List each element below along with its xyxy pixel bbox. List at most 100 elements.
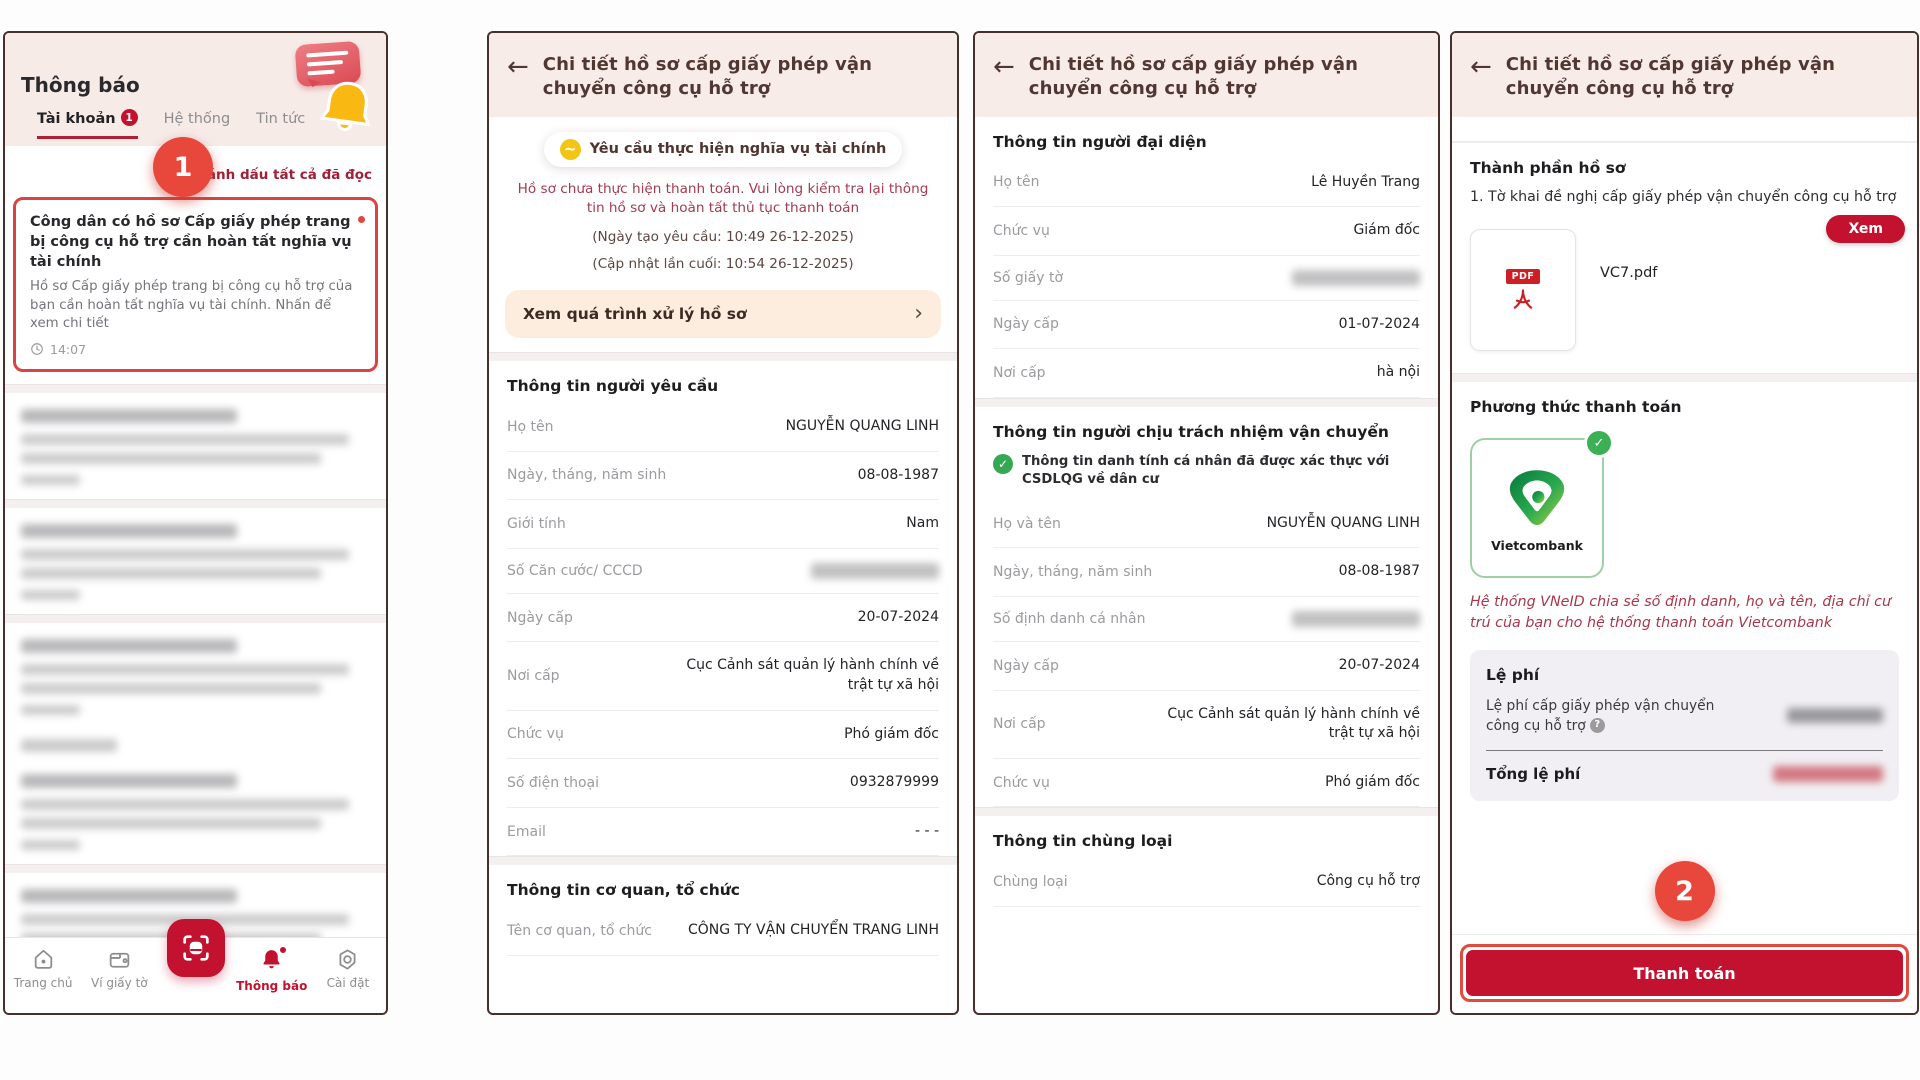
info-row: Số giấy tờ: [993, 256, 1420, 301]
pay-button[interactable]: Thanh toán: [1466, 950, 1903, 996]
row-value: Cục Cảnh sát quản lý hành chính về trật …: [686, 657, 939, 694]
annotation-highlight-outline: Thanh toán: [1460, 944, 1909, 1002]
detail-title: Chi tiết hồ sơ cấp giấy phép vận chuyển …: [1505, 54, 1836, 99]
tab-he-thong[interactable]: Hệ thống: [163, 111, 231, 127]
pdf-tag: PDF: [1505, 268, 1541, 284]
home-icon: [34, 949, 52, 969]
unread-count-badge: 1: [120, 109, 138, 126]
row-label: Chùng loại: [993, 874, 1068, 891]
detail-title: Chi tiết hồ sơ cấp giấy phép vận chuyển …: [1028, 54, 1359, 99]
info-row: Tên cơ quan, tổ chức CÔNG TY VẬN CHUYỂN …: [507, 907, 939, 957]
fee-card: Lệ phí Lệ phí cấp giấy phép vận chuyển c…: [1470, 649, 1899, 801]
status-text: Yêu cầu thực hiện nghĩa vụ tài chính: [589, 141, 887, 157]
tab-tin-tuc[interactable]: Tin tức: [256, 111, 306, 127]
row-label: Họ tên: [507, 418, 554, 435]
row-label: Chức vụ: [993, 222, 1050, 239]
row-value: 20-07-2024: [857, 608, 939, 625]
detail-header: ← Chi tiết hồ sơ cấp giấy phép vận chuyể…: [489, 33, 957, 117]
document-item-text: 1. Tờ khai đề nghị cấp giấy phép vận chu…: [1470, 188, 1897, 205]
mark-all-read-link[interactable]: Đánh dấu tất cả đã đọc: [195, 167, 372, 183]
detail-title: Chi tiết hồ sơ cấp giấy phép vận chuyển …: [542, 54, 873, 99]
row-value: - - -: [914, 822, 939, 839]
screen-payment: 2 ← Chi tiết hồ sơ cấp giấy phép vận chu…: [1450, 31, 1919, 1015]
row-label: Ngày cấp: [993, 316, 1059, 333]
info-row: Số điện thoại 0932879999: [507, 759, 939, 808]
vneid-share-note: Hệ thống VNeID chia sẻ số định danh, họ …: [1470, 594, 1892, 631]
nav-item-wallet[interactable]: Ví giấy tờ: [81, 947, 157, 1013]
info-row: Chức vụ Phó giám đốc: [507, 711, 939, 760]
attachment-filename: VC7.pdf: [1600, 265, 1658, 282]
fee-total-label: Tổng lệ phí: [1486, 764, 1581, 783]
notification-title: Công dân có hồ sơ Cấp giấy phép trang bị…: [30, 214, 352, 270]
row-value: 08-08-1987: [857, 466, 939, 483]
requester-rows: Họ tên NGUYỄN QUANG LINH Ngày, tháng, nă…: [489, 403, 957, 857]
row-label: Chức vụ: [993, 774, 1050, 791]
row-value: Cục Cảnh sát quản lý hành chính về trật …: [1167, 705, 1420, 742]
info-row: Số Căn cước/ CCCD: [507, 549, 939, 594]
notification-item-blurred[interactable]: [5, 623, 386, 729]
header-illustration: [272, 37, 382, 145]
notification-item-blurred[interactable]: [5, 393, 386, 499]
row-label: Số Căn cước/ CCCD: [507, 562, 643, 579]
clock-icon: [31, 343, 43, 356]
row-label: Nơi cấp: [993, 365, 1046, 382]
screen-detail-carrier: ← Chi tiết hồ sơ cấp giấy phép vận chuyể…: [973, 31, 1440, 1015]
date-group-separator: [21, 738, 370, 752]
fee-total-masked: [1773, 765, 1883, 782]
section-title-requester: Thông tin người yêu cầu: [507, 377, 719, 396]
row-label: Giới tính: [507, 516, 566, 533]
help-icon[interactable]: ?: [1589, 718, 1605, 734]
view-file-button[interactable]: Xem: [1826, 215, 1905, 244]
pdf-thumbnail[interactable]: PDF: [1470, 229, 1576, 352]
info-row: Họ và tên NGUYỄN QUANG LINH: [993, 500, 1420, 549]
view-process-label: Xem quá trình xử lý hồ sơ: [523, 305, 747, 324]
representative-rows: Họ tên Lê Huyền Trang Chức vụ Giám đốc S…: [975, 159, 1438, 398]
view-process-button[interactable]: Xem quá trình xử lý hồ sơ ›: [505, 290, 941, 339]
chevron-right-icon: ›: [914, 301, 923, 327]
verified-text: Thông tin danh tính cá nhân đã được xác …: [1022, 453, 1390, 488]
info-row: Ngày cấp 20-07-2024: [993, 642, 1420, 691]
nav-item-home[interactable]: Trang chủ: [5, 947, 81, 1013]
nav-label: Cài đặt: [326, 976, 370, 990]
updated-date: (Cập nhật lần cuối: 10:54 26-12-2025): [592, 256, 854, 273]
identity-verified-note: ✓ Thông tin danh tính cá nhân đã được xá…: [975, 449, 1438, 500]
row-value: hà nội: [1376, 364, 1420, 381]
row-value: 20-07-2024: [1338, 657, 1420, 674]
settings-icon: [339, 949, 356, 970]
bank-name: Vietcombank: [1491, 538, 1583, 554]
row-label: Ngày cấp: [993, 657, 1059, 674]
row-value: 01-07-2024: [1338, 315, 1420, 332]
annotation-step-2: 2: [1654, 861, 1715, 921]
nav-item-settings[interactable]: Cài đặt: [310, 947, 386, 1013]
notification-item-highlighted[interactable]: Công dân có hồ sơ Cấp giấy phép trang bị…: [13, 197, 378, 372]
created-date: (Ngày tạo yêu cầu: 10:49 26-12-2025): [592, 229, 854, 246]
truncated-content-dash: [975, 907, 1438, 925]
vietcombank-logo: [1509, 470, 1565, 526]
notifications-header: Thông báo Tài khoản 1 Hệ thống Tin tức: [5, 33, 386, 146]
row-label: Nơi cấp: [993, 716, 1046, 733]
row-value: Lê Huyền Trang: [1311, 173, 1420, 190]
payment-method-vietcombank[interactable]: Vietcombank ✓: [1470, 428, 1614, 579]
mark-all-read-row: Đánh dấu tất cả đã đọc: [5, 146, 386, 195]
tab-tai-khoan[interactable]: Tài khoản 1: [37, 109, 138, 139]
nav-item-scan[interactable]: [157, 919, 233, 1013]
row-value: 0932879999: [849, 774, 939, 791]
notification-item-blurred[interactable]: [5, 508, 386, 614]
back-arrow-icon[interactable]: ←: [993, 52, 1015, 82]
notification-item-blurred[interactable]: [5, 758, 386, 864]
back-arrow-icon[interactable]: ←: [1470, 52, 1492, 82]
detail-header: ← Chi tiết hồ sơ cấp giấy phép vận chuyể…: [975, 33, 1438, 117]
fee-item-label: Lệ phí cấp giấy phép vận chuyển công cụ …: [1486, 697, 1715, 734]
unread-dot-icon: [358, 216, 365, 223]
section-title-representative: Thông tin người đại diện: [993, 132, 1207, 151]
info-row: Ngày, tháng, năm sinh 08-08-1987: [507, 452, 939, 501]
verified-check-icon: ✓: [993, 453, 1013, 474]
row-label: Chức vụ: [507, 726, 564, 743]
info-row: Họ tên Lê Huyền Trang: [993, 159, 1420, 208]
back-arrow-icon[interactable]: ←: [507, 52, 529, 82]
nav-item-notifications[interactable]: Thông báo: [234, 946, 310, 1013]
face-scan-button[interactable]: [166, 919, 225, 977]
fee-title: Lệ phí: [1486, 665, 1540, 684]
time-text: 14:07: [50, 341, 87, 357]
row-value: Phó giám đốc: [844, 725, 939, 742]
